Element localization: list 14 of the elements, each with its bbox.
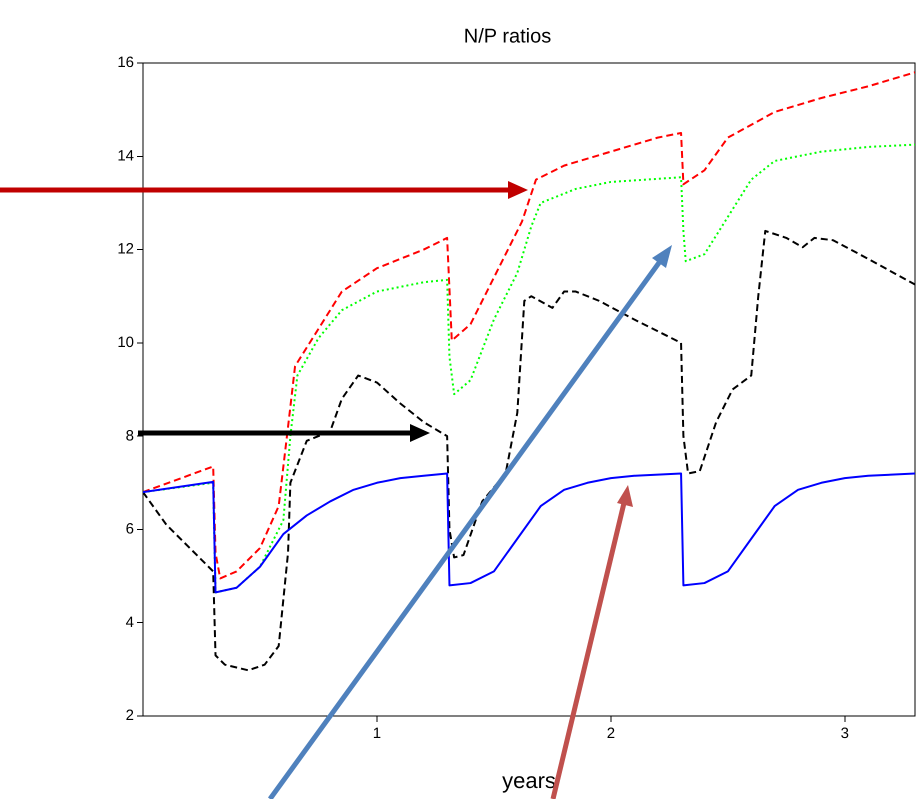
y-tick-label: 10	[117, 334, 134, 351]
x-tick-label: 3	[840, 725, 849, 742]
chart-title: N/P ratios	[464, 26, 552, 48]
x-tick-label: 1	[372, 725, 382, 742]
y-tick-label: 2	[126, 707, 134, 724]
y-tick-label: 4	[126, 614, 134, 631]
y-tick-label: 6	[126, 520, 134, 538]
y-tick-label: 12	[117, 240, 134, 258]
y-tick-label: 16	[117, 54, 134, 72]
y-tick-label: 14	[117, 147, 134, 164]
x-axis-title: years	[502, 768, 556, 793]
x-tick-label: 2	[606, 725, 616, 742]
y-tick-label: 8	[126, 427, 134, 444]
line-series	[143, 71, 915, 580]
